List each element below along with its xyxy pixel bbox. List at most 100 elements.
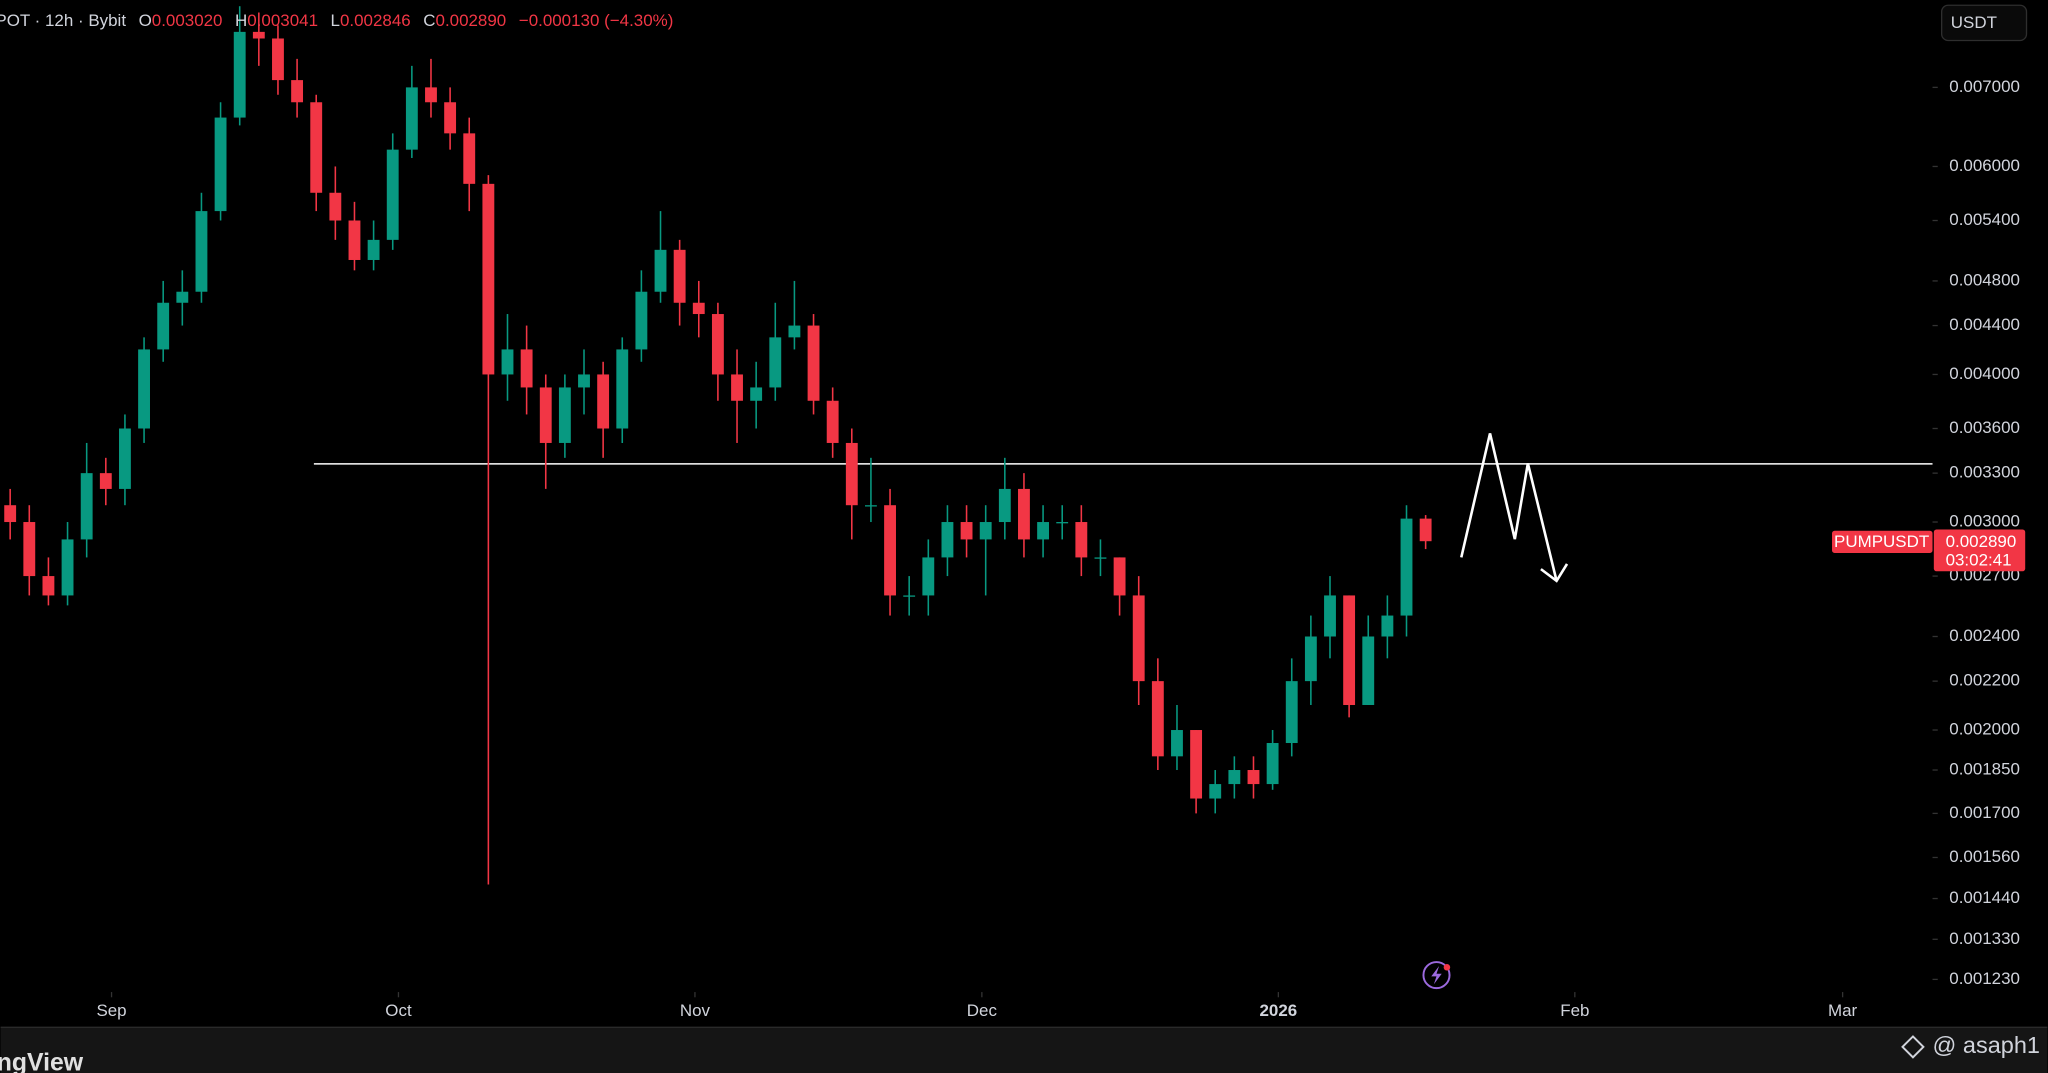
currency-button-label[interactable]: USDT	[1951, 13, 1997, 32]
candle-body	[1285, 681, 1298, 744]
watermark: @ asaph1	[1933, 1032, 2040, 1058]
plot-area	[4, 6, 1933, 885]
change: −0.000130 (−4.30%)	[519, 12, 674, 31]
drawn-arrowhead	[1540, 563, 1569, 583]
y-tick-label: 0.002200	[1949, 671, 2020, 690]
candle-body	[501, 349, 514, 375]
candle-body	[616, 349, 629, 429]
high-label: H	[235, 12, 247, 31]
candle-body	[1419, 518, 1432, 542]
close-label: C	[423, 12, 435, 31]
candle-body	[367, 239, 380, 260]
candle-body	[711, 314, 724, 375]
y-tick-label: 0.003600	[1949, 418, 2020, 437]
candle-body	[922, 557, 935, 596]
candle-body	[769, 337, 782, 388]
candle-body	[750, 387, 763, 401]
price-label-countdown: 03:02:41	[1946, 550, 2012, 569]
candle-body	[845, 442, 858, 506]
candle-body	[425, 87, 437, 103]
candle-body	[233, 31, 246, 118]
candle-body	[1400, 518, 1413, 616]
y-tick-label: 0.004800	[1949, 270, 2020, 289]
candle-body	[960, 522, 973, 540]
candle-body	[578, 374, 590, 388]
low-label: L	[331, 12, 340, 31]
candle-body	[1228, 770, 1241, 785]
y-tick-label: 0.001560	[1949, 847, 2020, 866]
candle-body	[138, 349, 150, 429]
x-tick-label: Feb	[1560, 1001, 1589, 1020]
candle-body	[1113, 557, 1126, 596]
candle-body	[252, 31, 265, 39]
candle-body	[405, 87, 418, 150]
candle-body	[157, 302, 170, 350]
candle-body	[1132, 595, 1145, 682]
brand: ngView	[0, 1049, 84, 1073]
candle-body	[1018, 488, 1030, 540]
low-value: 0.002846	[340, 12, 411, 31]
y-tick-label: 0.006000	[1949, 156, 2020, 175]
candle-body	[272, 38, 284, 81]
chart-header: POT · 12h · Bybit O0.003020 H0.003041 L0…	[0, 12, 673, 31]
candle-body	[635, 291, 648, 350]
x-tick-label: Sep	[96, 1001, 126, 1020]
price-label-box	[1933, 529, 2026, 572]
candle-body	[1056, 522, 1069, 524]
candle-body	[654, 249, 667, 292]
bottom-bar	[0, 1027, 2048, 1073]
y-tick-label: 0.004400	[1949, 315, 2020, 334]
lightning-icon[interactable]	[1422, 961, 1451, 990]
notification-dot	[1443, 964, 1451, 971]
symbol-label: PUMPUSDT	[1834, 532, 1929, 551]
candle-body	[1190, 730, 1203, 799]
candle-body	[329, 192, 342, 221]
currency-button[interactable]	[1941, 4, 2028, 42]
candle-body	[864, 505, 877, 507]
candle-body	[1037, 522, 1050, 540]
candle-body	[1266, 743, 1279, 785]
candle-body	[1209, 784, 1222, 799]
symbol: POT · 12h · Bybit	[0, 12, 126, 31]
candle-body	[903, 595, 916, 597]
candle-body	[42, 576, 55, 596]
candle-body	[731, 374, 743, 401]
candle-body	[176, 291, 189, 303]
candle-body	[1324, 595, 1336, 637]
candle-body	[1094, 557, 1107, 559]
candle-body	[673, 249, 686, 303]
y-tick-label: 0.003000	[1949, 512, 2020, 531]
candle-body	[807, 325, 820, 401]
open-label: O	[139, 12, 152, 31]
symbol-label-box	[1832, 530, 1933, 553]
y-tick-label: 0.002400	[1949, 626, 2020, 645]
candle-body	[1247, 770, 1260, 785]
candle-body	[80, 473, 93, 540]
candle-body	[1151, 681, 1164, 757]
high-value: 0.003041	[247, 12, 318, 31]
candle-body	[310, 102, 323, 193]
candle-body	[788, 325, 801, 338]
x-tick-label: Dec	[967, 1001, 998, 1020]
y-tick-label: 0.003300	[1949, 463, 2020, 482]
y-tick-label: 0.001850	[1949, 760, 2020, 779]
candle-body	[1381, 615, 1394, 637]
y-tick-label: 0.001440	[1949, 888, 2020, 907]
candle-body	[520, 349, 533, 388]
candle-body	[1343, 595, 1356, 705]
candle-body	[558, 387, 571, 443]
candle-body	[1362, 636, 1375, 705]
lightning-glyph	[1431, 965, 1442, 985]
candle-body	[386, 149, 399, 240]
y-tick-label: 0.004000	[1949, 364, 2020, 383]
price-label-price: 0.002890	[1946, 532, 2017, 551]
x-tick-label: Nov	[680, 1001, 711, 1020]
candle-body	[99, 473, 112, 489]
candle-body	[119, 428, 131, 489]
candle-body	[482, 183, 495, 375]
watermark-icon	[1901, 1035, 1925, 1059]
y-tick-label: 0.005400	[1949, 210, 2020, 229]
y-tick-label: 0.007000	[1949, 77, 2020, 96]
y-tick-label: 0.001330	[1949, 929, 2020, 948]
